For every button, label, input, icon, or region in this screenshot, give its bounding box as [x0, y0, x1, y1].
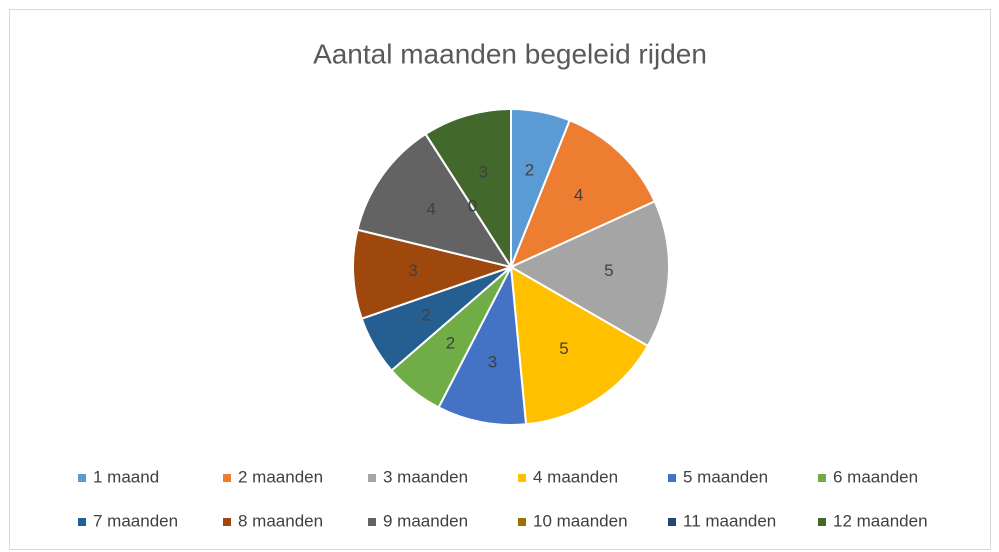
legend-swatch [368, 474, 376, 482]
data-label: 0 [468, 197, 477, 216]
legend-swatch [818, 518, 826, 526]
legend-label: 6 maanden [833, 467, 918, 486]
legend-label: 10 maanden [533, 511, 628, 530]
legend-swatch [668, 474, 676, 482]
data-label: 0 [468, 197, 477, 216]
pie-slice [437, 263, 528, 426]
legend-label: 9 maanden [383, 511, 468, 530]
pie-slice [509, 119, 657, 269]
data-label: 2 [446, 333, 455, 352]
legend-swatch [818, 474, 826, 482]
legend-swatch [223, 474, 231, 482]
data-label: 5 [604, 261, 613, 280]
legend-label: 8 maanden [238, 511, 323, 530]
legend-swatch [223, 518, 231, 526]
chart-title: Aantal maanden begeleid rijden [313, 38, 707, 69]
data-label: 5 [559, 339, 568, 358]
legend-label: 7 maanden [93, 511, 178, 530]
data-label: 3 [479, 162, 488, 181]
data-label: 4 [574, 186, 583, 205]
legend-label: 11 maanden [683, 511, 776, 530]
data-label: 2 [421, 305, 430, 324]
legend-label: 12 maanden [833, 511, 928, 530]
pie-slice [509, 265, 650, 426]
pie-slice [508, 200, 670, 348]
legend-label: 2 maanden [238, 467, 323, 486]
pie-slice [424, 107, 512, 271]
data-label: 3 [408, 261, 417, 280]
legend-swatch [78, 518, 86, 526]
legend-swatch [368, 518, 376, 526]
legend-label: 5 maanden [683, 467, 768, 486]
pie-slice [356, 132, 514, 269]
legend-label: 1 maand [93, 467, 159, 486]
legend-swatch [668, 518, 676, 526]
legend-label: 4 maanden [533, 467, 618, 486]
legend-label: 3 maanden [383, 467, 468, 486]
legend-swatch [518, 474, 526, 482]
data-label: 2 [525, 160, 534, 179]
data-label: 3 [488, 353, 497, 372]
data-label: 4 [426, 200, 435, 219]
pie-slice [352, 228, 515, 320]
legend-swatch [78, 474, 86, 482]
legend-swatch [518, 518, 526, 526]
